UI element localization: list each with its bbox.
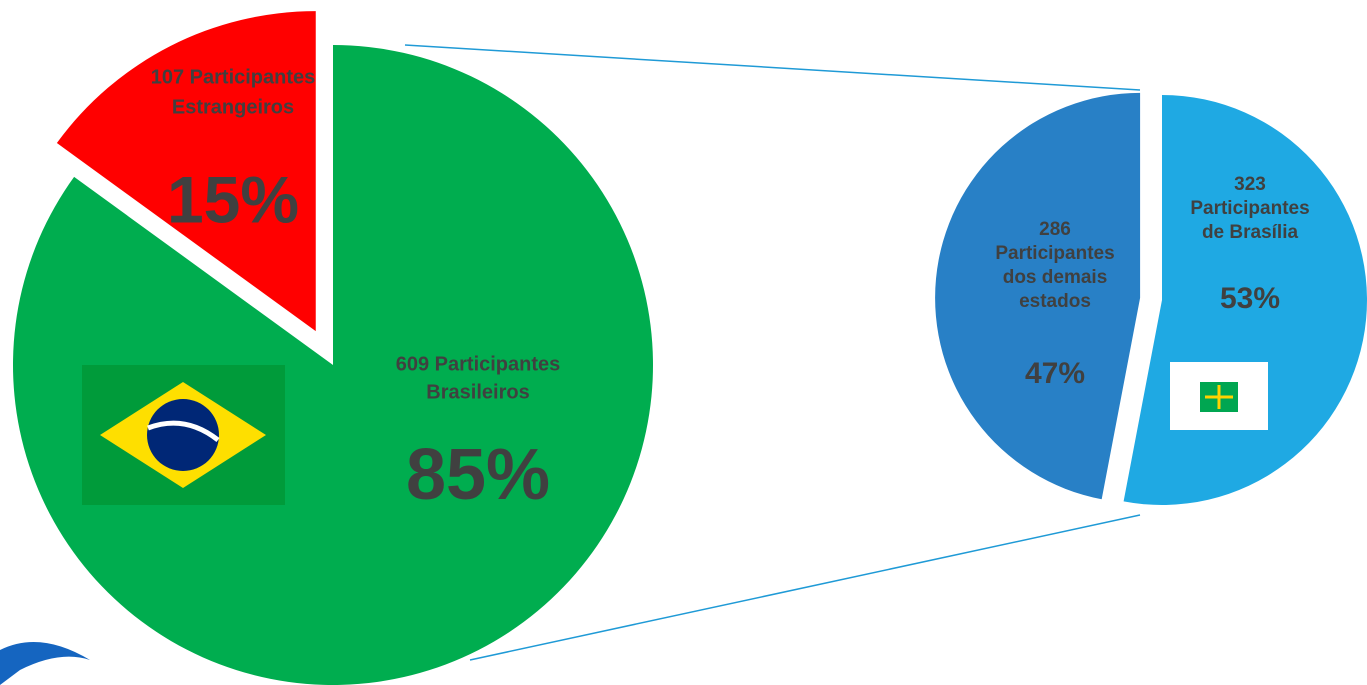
- pie-slice: [12, 45, 653, 685]
- slice-label: 107 Participantes: [151, 66, 316, 88]
- pie-slice: [56, 11, 316, 332]
- slice-label: 609 Participantes: [396, 353, 561, 375]
- slice-label: Estrangeiros: [172, 96, 294, 118]
- pie-slice: [935, 92, 1141, 500]
- slice-label: 323: [1234, 174, 1266, 195]
- df-flag: [1170, 362, 1268, 430]
- connector-line: [404, 44, 1141, 91]
- slice-percent: 15%: [167, 162, 299, 236]
- slice-label: estados: [1019, 291, 1091, 312]
- slice-label: Participantes: [1190, 198, 1309, 219]
- slice-percent: 47%: [1025, 357, 1085, 390]
- brazil-flag: [82, 365, 285, 505]
- slice-label: dos demais: [1003, 267, 1108, 288]
- slice-label: de Brasília: [1202, 222, 1299, 243]
- connector-line: [469, 514, 1141, 661]
- slice-label: Participantes: [995, 243, 1114, 264]
- slice-percent: 53%: [1220, 282, 1280, 315]
- slice-percent: 85%: [406, 435, 550, 515]
- logo-swoosh: [0, 642, 90, 685]
- pies: 609 Participantes Brasileiros 85% 107 Parti…: [12, 11, 1367, 685]
- slice-label: 286: [1039, 219, 1071, 240]
- slice-label: Brasileiros: [426, 381, 529, 403]
